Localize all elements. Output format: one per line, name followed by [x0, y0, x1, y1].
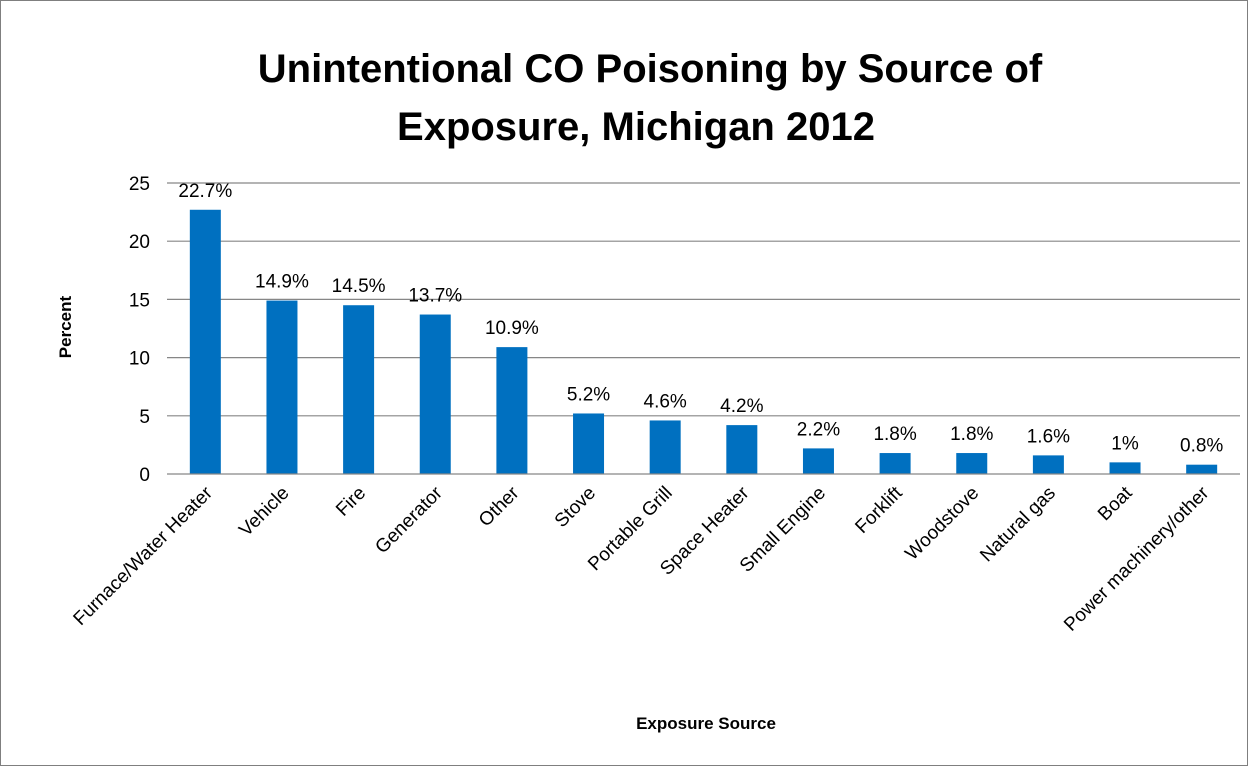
y-axis-title: Percent [56, 295, 75, 358]
bar [1032, 455, 1064, 474]
data-label: 4.2% [720, 396, 763, 417]
category-label: Fire [332, 483, 370, 521]
data-label: 1.6% [1027, 426, 1070, 447]
category-label: Stove [551, 483, 600, 532]
y-tick-label: 5 [139, 407, 150, 428]
bar [726, 425, 758, 474]
chart-title-line-2: Exposure, Michigan 2012 [397, 105, 875, 149]
category-label: Natural gas [976, 483, 1060, 567]
data-label: 5.2% [567, 384, 610, 405]
bar [879, 453, 911, 474]
data-label: 0.8% [1180, 436, 1223, 457]
data-label: 4.6% [644, 391, 687, 412]
data-labels: 22.7% 14.9% 14.5% 13.7% 10.9% 5.2% 4.6% 4.2% 2.2… [178, 181, 1223, 457]
y-axis-tick-labels: 0 5 10 15 20 25 [129, 174, 150, 486]
data-label: 1% [1111, 433, 1139, 454]
gridlines [167, 182, 1240, 417]
data-label: 1.8% [950, 424, 993, 445]
category-label: Forklift [851, 482, 907, 538]
category-label: Generator [371, 482, 447, 558]
data-label: 14.5% [332, 276, 386, 297]
y-tick-label: 20 [129, 232, 150, 253]
bar [956, 453, 988, 474]
data-label: 10.9% [485, 318, 539, 339]
bar [573, 413, 605, 474]
bars [189, 209, 1218, 474]
y-tick-label: 10 [129, 349, 150, 370]
bar [343, 305, 375, 474]
bar [1186, 464, 1218, 474]
bar [189, 209, 221, 474]
data-label: 22.7% [178, 181, 232, 202]
category-label: Woodstove [901, 483, 983, 565]
y-tick-label: 15 [129, 290, 150, 311]
data-label: 1.8% [873, 424, 916, 445]
bar [1109, 462, 1141, 474]
category-label: Vehicle [235, 483, 293, 541]
bar [649, 420, 681, 474]
category-label: Power machinery/other [1060, 482, 1213, 635]
category-label: Other [475, 482, 524, 531]
data-label: 2.2% [797, 419, 840, 440]
y-tick-label: 25 [129, 174, 150, 195]
category-labels: Furnace/Water Heater Vehicle Fire Generator… [70, 482, 1214, 636]
category-label: Furnace/Water Heater [70, 482, 218, 630]
y-tick-label: 0 [139, 465, 150, 486]
category-label: Boat [1094, 482, 1137, 525]
x-axis-title: Exposure Source [636, 714, 776, 733]
chart-title-line-1: Unintentional CO Poisoning by Source of [258, 47, 1043, 91]
bar [266, 300, 298, 474]
data-label: 13.7% [408, 286, 462, 307]
bar [496, 347, 528, 474]
data-label: 14.9% [255, 272, 309, 293]
bar [802, 448, 834, 474]
bar [419, 314, 451, 474]
